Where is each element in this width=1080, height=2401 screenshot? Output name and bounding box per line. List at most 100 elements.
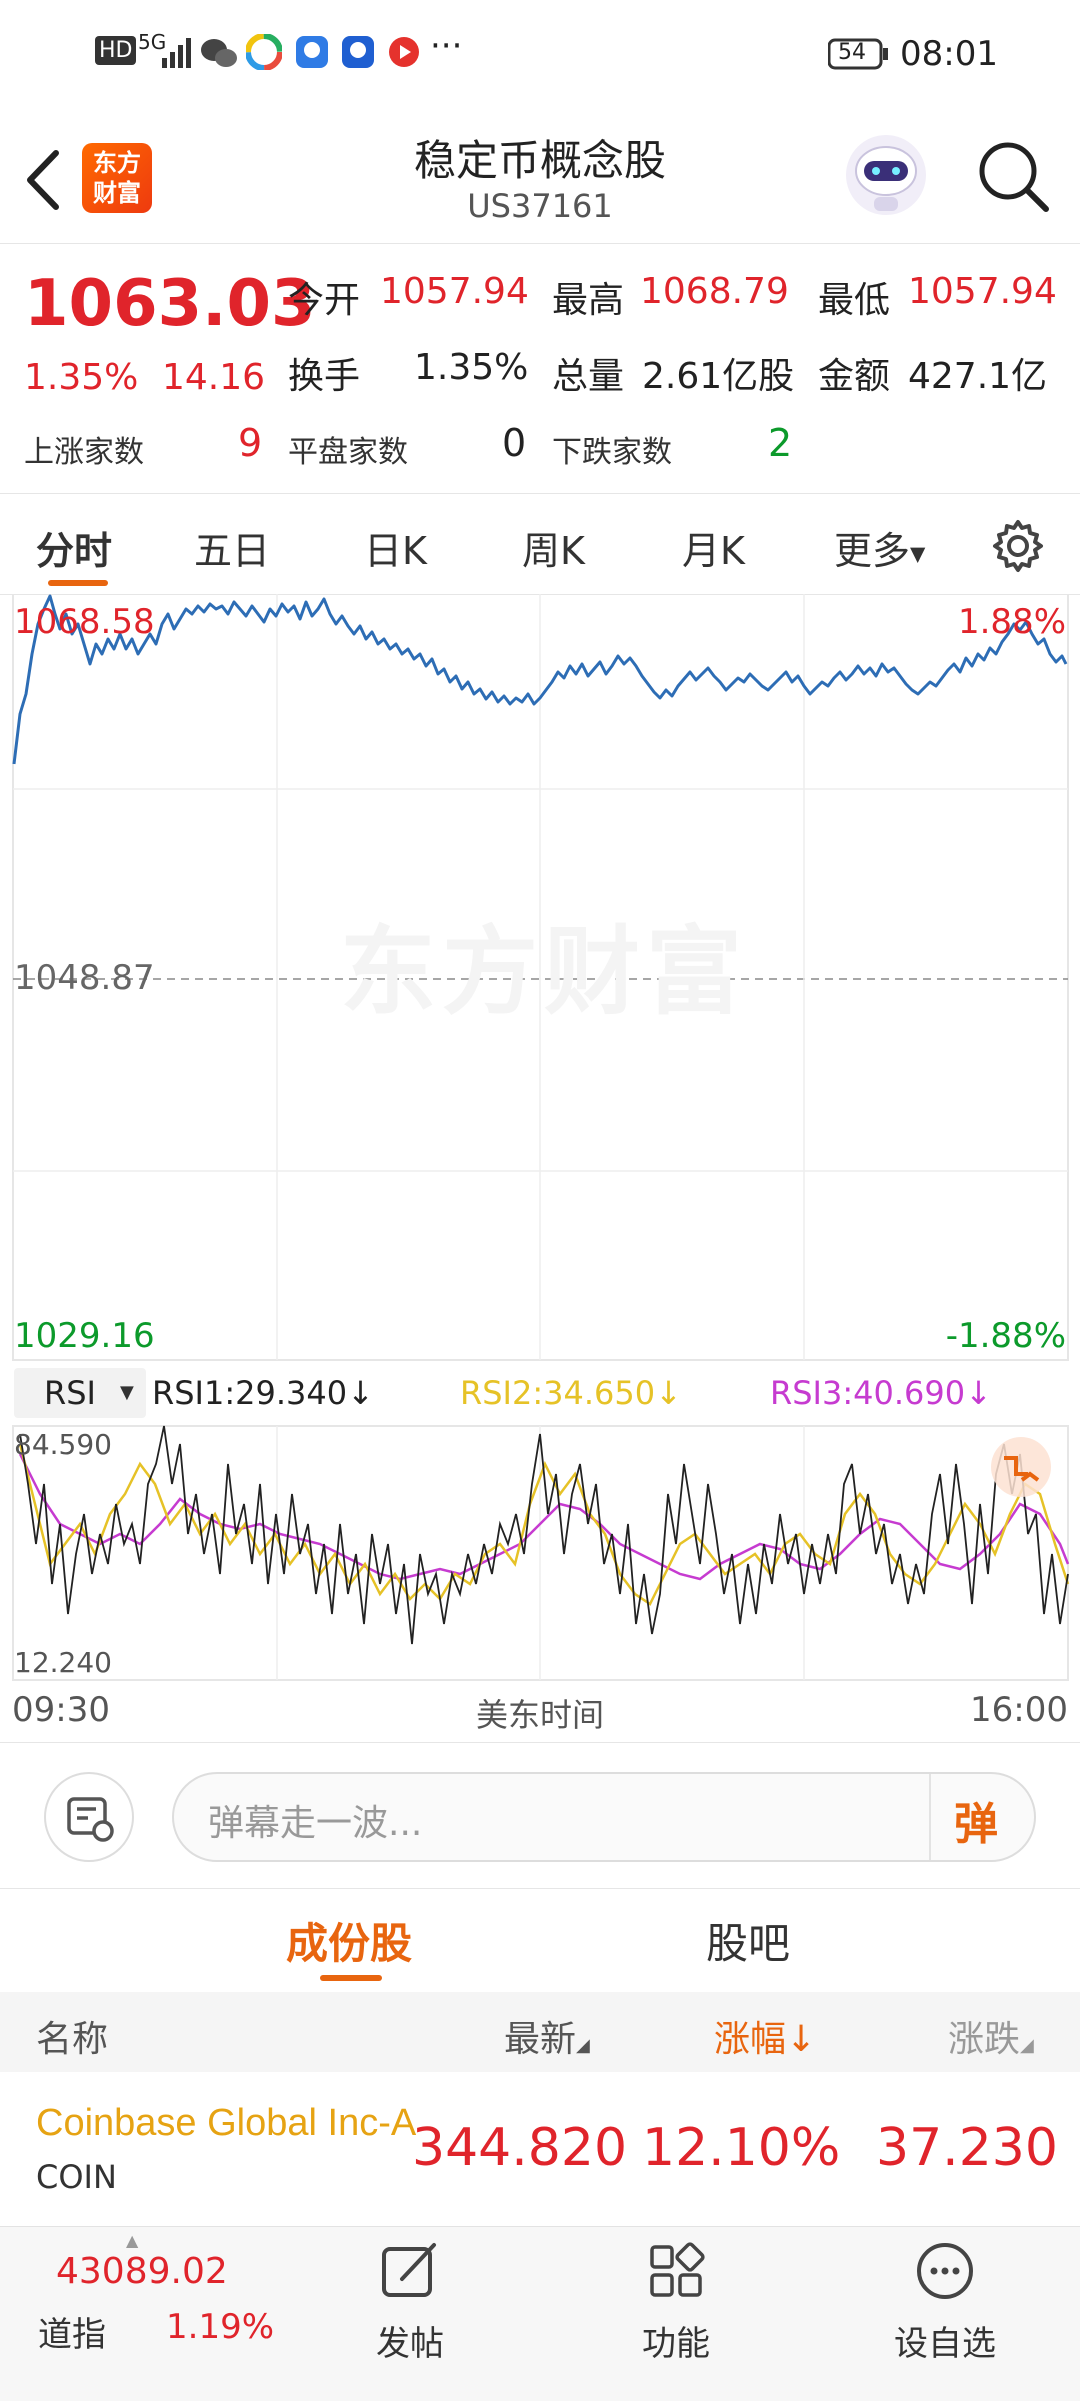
sort-icon: ◢ — [1020, 2035, 1034, 2056]
add-watch-label: 设自选 — [894, 2324, 996, 2364]
arrow-down-icon: ↓ — [655, 1374, 682, 1412]
tab-weekly-k[interactable]: 周K — [522, 529, 585, 573]
more-circle-icon — [917, 2243, 973, 2299]
chart-low-price: 1029.16 — [14, 1316, 155, 1356]
clock: 08:01 — [900, 34, 998, 74]
app-icon-blue2 — [342, 36, 374, 68]
battery-level: 54 — [838, 40, 866, 65]
arrow-down-icon: ↓ — [347, 1374, 374, 1412]
index-name: 道指 — [38, 2315, 106, 2355]
tab-monthly-k[interactable]: 月K — [682, 529, 745, 573]
price-chart-svg — [12, 594, 1069, 1361]
features-button[interactable]: 功能 — [626, 2239, 726, 2365]
signal-icon — [162, 38, 191, 68]
network-label: 5G — [138, 30, 167, 54]
current-price: 1063.03 — [24, 267, 316, 341]
post-button[interactable]: 发帖 — [360, 2239, 460, 2365]
rsi2-label: RSI2:34.650↓ — [460, 1374, 682, 1412]
divider — [929, 1774, 931, 1860]
tab-five-day[interactable]: 五日 — [194, 529, 271, 573]
col-last[interactable]: 最新◢ — [504, 2010, 590, 2062]
index-code: US37161 — [467, 187, 613, 225]
danmu-input-box[interactable]: 弹幕走一波... 弹 — [172, 1772, 1036, 1862]
stock-code: COIN — [36, 2158, 117, 2196]
index-value: 43089.02 — [56, 2251, 228, 2292]
caret-down-icon: ▼ — [910, 541, 926, 566]
table-row[interactable]: Coinbase Global Inc-A COIN 344.820 12.10… — [0, 2072, 1080, 2222]
volume-value: 2.61亿股 — [642, 356, 795, 397]
table-header: 名称 最新◢ 涨幅↓ 涨跌◢ — [0, 1992, 1080, 2072]
active-tab-indicator — [48, 580, 108, 586]
app-logo[interactable]: 东方 财富 — [82, 143, 152, 213]
sort-desc-icon: ↓ — [786, 2019, 817, 2060]
logo-line2: 财富 — [93, 179, 141, 207]
tab-constituents[interactable]: 成份股 — [286, 1919, 413, 1968]
hd-badge: HD — [95, 36, 137, 65]
intraday-price-line — [12, 594, 1068, 765]
app-icon-colorful — [246, 34, 282, 70]
watermark: 东方财富 — [340, 916, 748, 1028]
rsi3-line — [18, 1453, 1070, 1581]
back-icon[interactable] — [20, 147, 66, 213]
chart-type-toggle-icon[interactable] — [988, 1434, 1054, 1500]
high-value: 1068.79 — [640, 271, 789, 312]
logo-line1: 东方 — [93, 149, 141, 177]
indicator-selector[interactable]: RSI ▼ — [14, 1368, 146, 1418]
app-icon-blue — [296, 36, 328, 68]
settings-gear-icon[interactable] — [990, 518, 1046, 574]
col-pct[interactable]: 涨幅↓ — [714, 2010, 816, 2062]
low-label: 最低 — [818, 280, 891, 321]
rsi-min-label: 12.240 — [14, 1646, 112, 1679]
chart-low-pct: -1.88% — [945, 1316, 1066, 1356]
chart-period-tabs: 分时 五日 日K 周K 月K 更多▼ — [0, 494, 1080, 595]
edit-icon — [382, 2243, 436, 2297]
add-to-watchlist-button[interactable]: 设自选 — [880, 2239, 1010, 2365]
stock-last: 344.820 — [412, 2118, 628, 2178]
bottom-bar: ▲ 43089.02 道指 1.19% 发帖 功能 设自选 — [0, 2226, 1080, 2401]
divider — [0, 1888, 1080, 1889]
search-icon[interactable] — [976, 139, 1052, 215]
danmu-send-button[interactable]: 弹 — [954, 1799, 998, 1850]
arrow-down-icon: ↓ — [965, 1374, 992, 1412]
col-name: 名称 — [36, 2019, 109, 2060]
rsi1-line — [19, 1425, 1069, 1645]
stock-chg: 37.230 — [876, 2118, 1058, 2178]
page-title: 稳定币概念股 — [413, 136, 666, 185]
rsi3-label: RSI3:40.690↓ — [770, 1374, 992, 1412]
col-chg[interactable]: 涨跌◢ — [948, 2010, 1034, 2062]
post-label: 发帖 — [376, 2324, 444, 2364]
tab-more-label: 更多 — [834, 529, 911, 573]
col-chg-label: 涨跌 — [948, 2019, 1021, 2060]
change-pct: 1.35% — [24, 357, 139, 398]
index-pct: 1.19% — [166, 2307, 275, 2347]
advancers-count: 9 — [238, 421, 263, 465]
open-label: 今开 — [288, 280, 361, 321]
indicator-selector-label: RSI — [44, 1374, 96, 1412]
rsi2-line — [18, 1443, 1070, 1606]
intraday-chart[interactable]: 东方财富 1068.58 1.88% 1048.87 1029.16 -1.88… — [0, 594, 1080, 1364]
decliners-label: 下跌家数 — [552, 435, 672, 470]
robot-assistant-icon[interactable] — [842, 131, 930, 219]
danmu-settings-icon — [67, 1797, 114, 1842]
rsi-chart[interactable]: 84.590 12.240 — [0, 1424, 1080, 1684]
change-value: 14.16 — [162, 357, 266, 398]
quote-panel: 1063.03 1.35% 14.16 今开 1057.94 最高 1068.7… — [0, 243, 1080, 494]
caret-down-icon: ▼ — [120, 1382, 134, 1403]
stock-pct: 12.10% — [642, 2118, 841, 2178]
app-icon-red — [389, 37, 419, 67]
time-zone-label: 美东时间 — [475, 1696, 604, 1734]
danmu-settings-button[interactable] — [44, 1772, 134, 1862]
tab-more[interactable]: 更多▼ — [834, 520, 925, 575]
time-start: 09:30 — [12, 1690, 110, 1730]
tab-daily-k[interactable]: 日K — [364, 529, 427, 573]
decliners-count: 2 — [768, 421, 793, 465]
features-label: 功能 — [642, 2324, 710, 2364]
tab-forum[interactable]: 股吧 — [706, 1919, 791, 1968]
chart-high-price: 1068.58 — [14, 602, 155, 642]
turnover-value: 1.35% — [414, 347, 529, 388]
rsi1-value: RSI1:29.340 — [152, 1374, 348, 1412]
tab-intraday[interactable]: 分时 — [36, 529, 113, 573]
wechat-icon — [201, 39, 237, 67]
grid-apps-icon — [650, 2242, 705, 2297]
rsi1-label: RSI1:29.340↓ — [152, 1374, 374, 1412]
